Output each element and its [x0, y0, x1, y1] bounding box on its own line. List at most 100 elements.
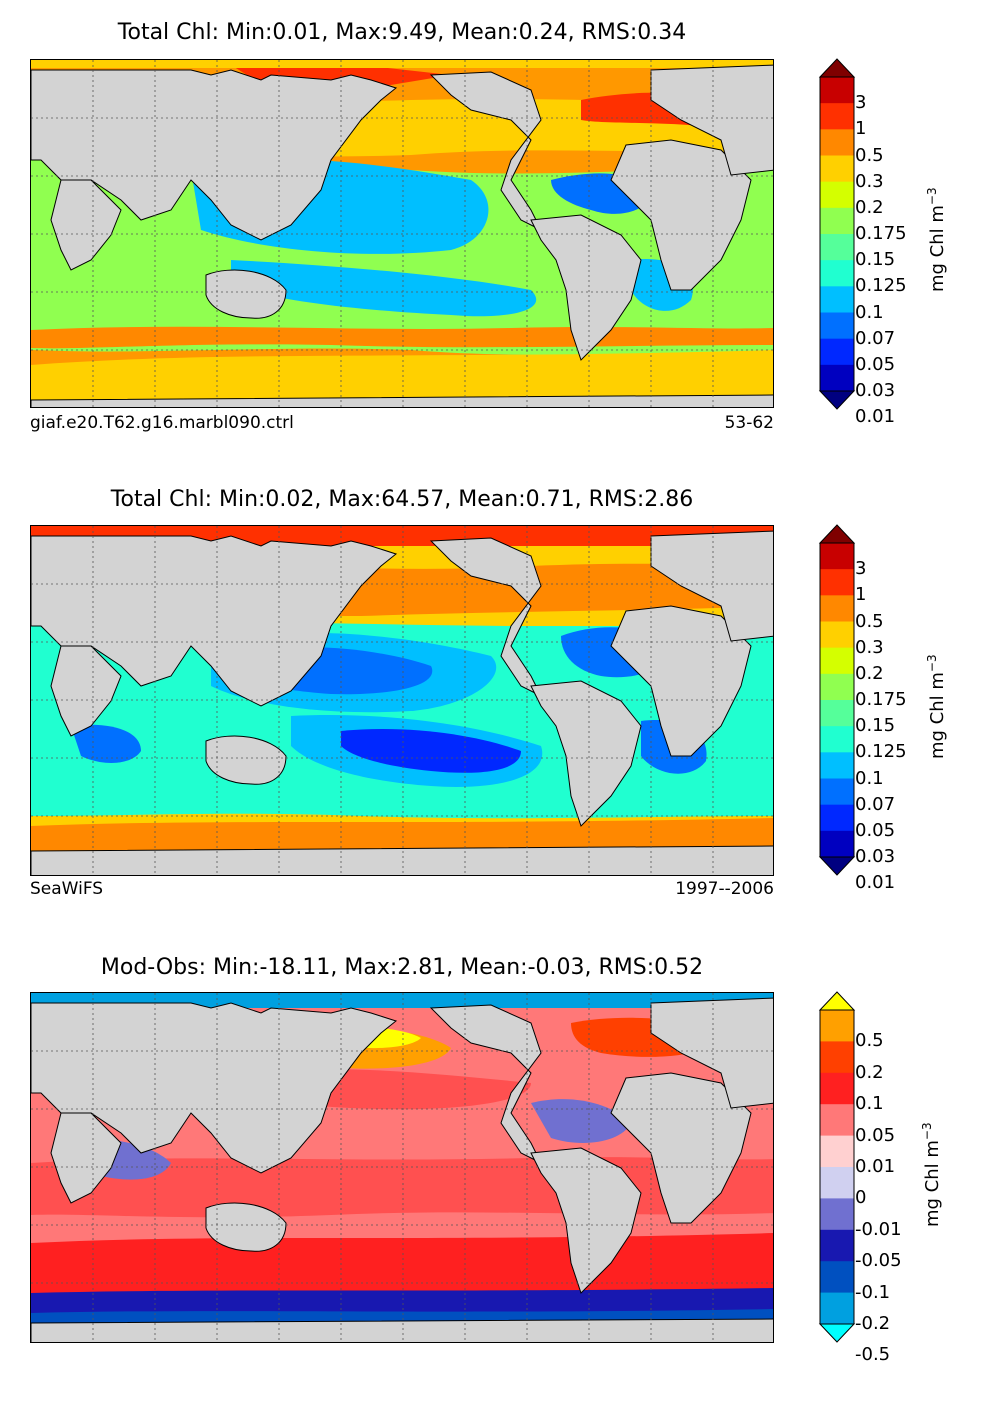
colorbar-unit: mg Chl m−3 [925, 654, 948, 759]
colorbar [818, 524, 856, 876]
colorbar-tick-label: 0.05 [855, 1124, 896, 1146]
colorbar [818, 58, 856, 410]
panel-seawifs-chl: Total Chl: Min:0.02, Max:64.57, Mean:0.7… [0, 487, 981, 937]
colorbar-tick-label: 0.03 [855, 380, 896, 401]
colorbar-tick-label: 0.01 [855, 1156, 896, 1177]
colorbar-tick-label: -0.01 [855, 1218, 902, 1240]
colorbar-tick-label: 1 [855, 118, 867, 140]
panel-mod-obs: Mod-Obs: Min:-18.11, Max:2.81, Mean:-0.0… [0, 955, 981, 1405]
colorbar-tick-label: 0.15 [855, 715, 896, 737]
colorbar-band [820, 1135, 854, 1168]
colorbar-tick-label: -0.5 [855, 1344, 891, 1366]
colorbar-band [820, 726, 854, 753]
map-model-chl [30, 59, 774, 408]
colorbar-band [820, 155, 854, 183]
colorbar-tick-label: 0 [855, 1187, 867, 1209]
colorbar-tick-label: 0.125 [855, 275, 907, 297]
colorbar-band [820, 1292, 854, 1325]
colorbar-unit: mg Chl m−3 [925, 187, 948, 292]
colorbar-tick-label: 0.01 [855, 406, 896, 428]
colorbar-band [820, 1104, 854, 1137]
colorbar-frame [819, 76, 855, 392]
colorbar-tick-label: 0.5 [855, 610, 884, 632]
colorbar-band [820, 621, 854, 649]
colorbar-band [820, 830, 854, 858]
colorbar-band [820, 1229, 854, 1262]
panel-title: Total Chl: Min:0.01, Max:9.49, Mean:0.24… [117, 20, 687, 45]
colorbar-band [820, 1041, 854, 1074]
colorbar-tick-label: 0.2 [855, 1061, 884, 1083]
colorbar-band [820, 260, 854, 287]
map-field [31, 526, 773, 875]
colorbar-band [820, 1167, 854, 1199]
colorbar-band [820, 234, 854, 261]
map-seawifs-chl [30, 525, 774, 876]
colorbar-band [820, 543, 854, 570]
colorbar-band [820, 77, 854, 104]
source-label: SeaWiFS [30, 879, 104, 899]
map-mod-obs [30, 992, 774, 1343]
map-field [31, 60, 773, 407]
colorbar-tick-label: 1 [855, 584, 867, 606]
colorbar-band [820, 181, 854, 209]
panel-title: Total Chl: Min:0.02, Max:64.57, Mean:0.7… [110, 487, 694, 512]
colorbar-band [820, 673, 854, 701]
colorbar-tick-label: 0.05 [855, 819, 896, 841]
colorbar-band [820, 700, 854, 727]
colorbar-band [820, 752, 854, 779]
colorbar-tick-label: 3 [855, 92, 867, 114]
colorbar-band [820, 312, 854, 340]
colorbar-tick-label: -0.1 [855, 1281, 891, 1303]
colorbar-tick-label: 0.175 [855, 223, 907, 244]
colorbar-frame [819, 1009, 855, 1325]
colorbar-frame [819, 542, 855, 858]
colorbar-svg [818, 524, 856, 876]
colorbar-tick-label: 0.2 [855, 662, 884, 684]
colorbar-tick-label: 0.01 [855, 872, 896, 894]
colorbar-band [820, 103, 854, 130]
colorbar-tick-label: 0.175 [855, 689, 907, 710]
colorbar-tick-label: 0.5 [855, 1030, 884, 1052]
colorbar-band [820, 778, 854, 806]
colorbar-tick-label: 0.07 [855, 793, 896, 815]
colorbar-unit: mg Chl m−3 [920, 1122, 943, 1227]
period-label: 53-62 [724, 413, 774, 433]
colorbar-band [820, 1010, 854, 1042]
map-field [31, 993, 773, 1342]
colorbar-tick-label: 0.3 [855, 170, 884, 192]
colorbar-tick-label: 0.1 [855, 301, 884, 323]
colorbar-extend-min [818, 1323, 856, 1343]
colorbar-tick-label: 0.125 [855, 741, 907, 763]
panel-model-chl: Total Chl: Min:0.01, Max:9.49, Mean:0.24… [0, 20, 981, 470]
colorbar-tick-label: 0.05 [855, 353, 896, 375]
colorbar-tick-label: 0.03 [855, 846, 896, 867]
colorbar-band [820, 1072, 854, 1105]
colorbar-band [820, 207, 854, 235]
colorbar-tick-label: 0.2 [855, 196, 884, 218]
colorbar-svg [818, 991, 856, 1343]
colorbar-tick-label: 0.5 [855, 144, 884, 166]
colorbar-band [820, 364, 854, 392]
colorbar-tick-label: -0.2 [855, 1313, 891, 1334]
colorbar-band [820, 804, 854, 832]
colorbar-band [820, 1198, 854, 1231]
colorbar [818, 991, 856, 1343]
colorbar-extend-min [818, 856, 856, 876]
colorbar-band [820, 129, 854, 156]
colorbar-extend-min [818, 390, 856, 410]
colorbar-extend-max [818, 58, 856, 78]
panel-title: Mod-Obs: Min:-18.11, Max:2.81, Mean:-0.0… [100, 955, 704, 980]
colorbar-tick-label: 0.15 [855, 249, 896, 271]
colorbar-tick-label: 0.07 [855, 327, 896, 349]
colorbar-extend-max [818, 524, 856, 544]
run-label: giaf.e20.T62.g16.marbl090.ctrl [30, 413, 294, 433]
colorbar-tick-label: 0.1 [855, 767, 884, 789]
colorbar-band [820, 338, 854, 366]
colorbar-svg [818, 58, 856, 410]
colorbar-band [820, 647, 854, 675]
colorbar-tick-label: 0.1 [855, 1093, 884, 1115]
colorbar-tick-label: 3 [855, 558, 867, 580]
colorbar-band [820, 569, 854, 596]
colorbar-tick-label: -0.05 [855, 1250, 902, 1272]
colorbar-tick-label: 0.3 [855, 636, 884, 658]
